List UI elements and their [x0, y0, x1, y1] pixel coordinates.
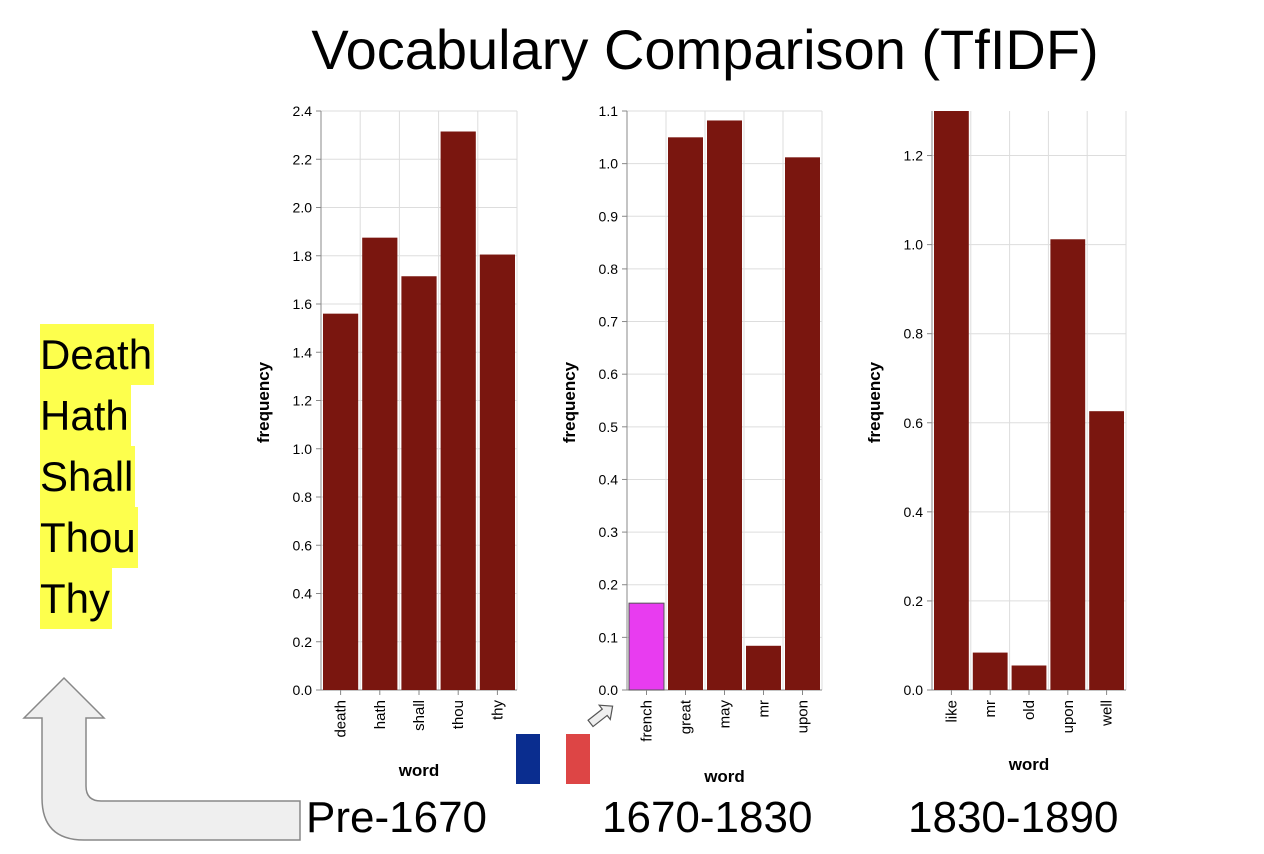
x-tick-label: well: [1099, 700, 1116, 727]
bar-like: [934, 111, 969, 690]
highlighted-word: Thy: [40, 568, 113, 629]
y-tick-label: 1.0: [293, 441, 313, 457]
pointer-arrow-icon: [587, 704, 614, 728]
x-tick-label: great: [678, 699, 695, 734]
highlighted-word-list: Death Hath Shall Thou Thy: [40, 324, 155, 629]
y-tick-label: 0.1: [599, 629, 619, 645]
x-tick-label: upon: [1060, 700, 1077, 733]
x-tick-label: thou: [450, 700, 467, 729]
x-tick-label: upon: [795, 700, 812, 733]
highlighted-word: Thou: [40, 507, 138, 568]
bar-french: [628, 602, 665, 691]
x-axis-title: word: [703, 767, 745, 786]
x-tick-label: like: [943, 700, 960, 723]
x-tick-label: shall: [411, 700, 428, 731]
bar-may: [707, 120, 742, 690]
bar-chart-panel: 0.0 0.1 0.2 0.3 0.4 0.5 0.6 0.7 0.8 0.9 1.0 1.1 fren…: [560, 103, 823, 786]
y-tick-label: 0.8: [293, 489, 313, 505]
period-label: 1830-1890: [908, 793, 1119, 842]
x-tick-label: may: [717, 700, 734, 729]
y-tick-label: 0.0: [599, 682, 619, 698]
y-tick-label: 0.4: [293, 586, 313, 602]
french-flag-blue-stripe: [516, 734, 540, 784]
period-label: 1670-1830: [602, 793, 813, 842]
x-tick-label: thy: [489, 700, 506, 721]
x-axis-title: word: [398, 761, 440, 780]
x-tick-label: mr: [756, 700, 773, 718]
y-tick-label: 1.4: [293, 344, 313, 360]
y-tick-label: 0.4: [599, 471, 619, 487]
y-tick-label: 1.2: [904, 148, 924, 164]
y-tick-label: 0.0: [293, 682, 313, 698]
y-tick-label: 0.5: [599, 419, 619, 435]
highlighted-word: Death: [40, 324, 155, 385]
bar-death: [323, 313, 359, 690]
y-tick-label: 0.2: [599, 577, 619, 593]
y-tick-label: 2.4: [293, 103, 313, 119]
y-tick-label: 1.1: [599, 103, 619, 119]
highlighted-word: Hath: [40, 385, 131, 446]
x-tick-label: mr: [982, 700, 999, 718]
y-tick-label: 1.8: [293, 248, 313, 264]
bar-upon: [785, 157, 820, 690]
y-axis-title: frequency: [865, 361, 884, 443]
y-tick-label: 0.3: [599, 524, 619, 540]
x-tick-label: old: [1021, 700, 1038, 720]
y-tick-label: 2.0: [293, 200, 313, 216]
y-tick-label: 0.6: [293, 537, 313, 553]
bar-mr: [746, 645, 781, 690]
bar-upon: [1050, 239, 1086, 691]
bar-hath: [362, 237, 398, 690]
y-tick-label: 1.0: [599, 156, 619, 172]
y-tick-label: 0.2: [904, 593, 924, 609]
bar-great: [668, 137, 703, 690]
y-axis-title: frequency: [560, 361, 579, 443]
y-tick-label: 0.9: [599, 208, 619, 224]
slide-title: Vocabulary Comparison (TfIDF): [311, 18, 1099, 81]
y-tick-label: 1.6: [293, 296, 313, 312]
x-tick-label: hath: [372, 700, 389, 729]
x-tick-label: french: [639, 700, 656, 742]
y-tick-label: 0.7: [599, 314, 619, 330]
bar-old: [1011, 665, 1047, 690]
y-tick-label: 0.4: [904, 504, 924, 520]
y-tick-label: 2.2: [293, 151, 313, 167]
y-tick-label: 0.6: [599, 366, 619, 382]
bar-thou: [440, 131, 476, 691]
y-tick-label: 0.8: [599, 261, 619, 277]
x-tick-label: death: [333, 700, 350, 738]
y-tick-label: 1.0: [904, 237, 924, 253]
y-axis-title: frequency: [254, 361, 273, 443]
y-tick-label: 0.8: [904, 326, 924, 342]
y-tick-label: 0.6: [904, 415, 924, 431]
curved-arrow-icon: [22, 676, 301, 841]
french-flag-red-stripe: [566, 734, 590, 784]
bar-well: [1089, 411, 1124, 690]
bar-mr: [972, 652, 1008, 690]
bar-shall: [401, 276, 437, 690]
bar-chart-panel: 0.0 0.2 0.4 0.6 0.8 1.0 1.2 like mr old upon well wo…: [865, 111, 1127, 774]
bar-thy: [479, 254, 515, 690]
highlighted-word: Shall: [40, 446, 136, 507]
y-tick-label: 1.2: [293, 393, 313, 409]
y-tick-label: 0.0: [904, 682, 924, 698]
period-label: Pre-1670: [306, 793, 488, 842]
bar-chart-panel: 0.0 0.2 0.4 0.6 0.8 1.0 1.2 1.4 1.6 1.8 2.0 2.2 2.4 d…: [254, 103, 518, 780]
x-axis-title: word: [1008, 755, 1050, 774]
y-tick-label: 0.2: [293, 634, 313, 650]
